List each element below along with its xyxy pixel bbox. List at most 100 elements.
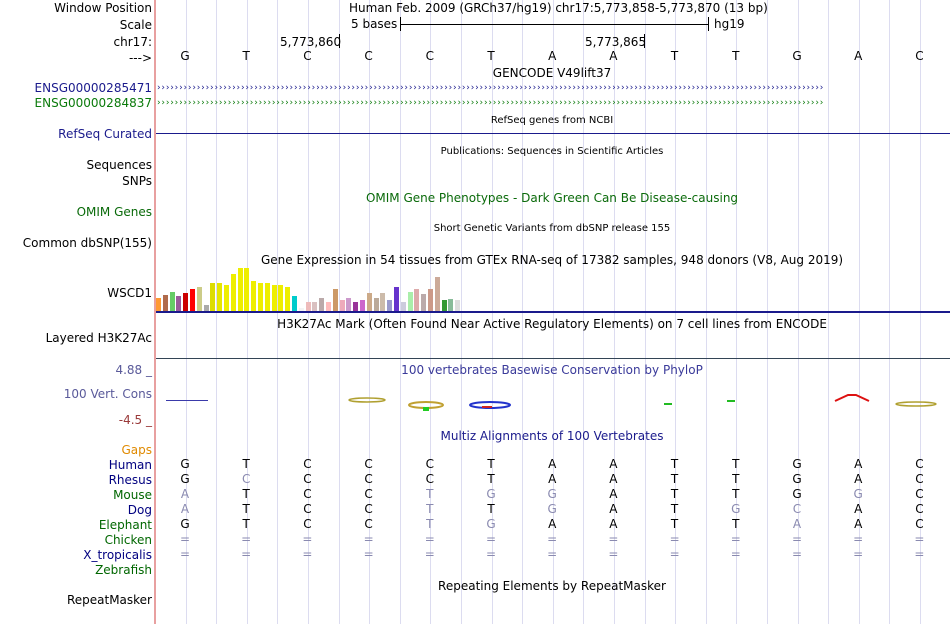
species-label[interactable]: Mouse bbox=[113, 488, 152, 502]
gtex-bar[interactable] bbox=[346, 298, 352, 311]
alignment-base: T bbox=[732, 472, 740, 486]
alignment-base: T bbox=[426, 487, 434, 501]
h3k27ac-label[interactable]: Layered H3K27Ac bbox=[45, 331, 152, 345]
gtex-bar[interactable] bbox=[428, 289, 433, 311]
alignment-base: = bbox=[485, 532, 497, 546]
gtex-bar[interactable] bbox=[414, 289, 420, 311]
gtex-bar[interactable] bbox=[373, 298, 379, 311]
gtex-bar[interactable] bbox=[183, 293, 189, 311]
alignment-base: = bbox=[424, 547, 435, 561]
gtex-bar[interactable] bbox=[387, 300, 393, 311]
gtex-bar[interactable] bbox=[421, 294, 427, 311]
snps-label[interactable]: SNPs bbox=[122, 174, 152, 188]
gene-feature-1[interactable]: ››››››››››››››››››››››››››››››››››››››››… bbox=[156, 84, 824, 92]
alignment-base: T bbox=[487, 472, 495, 486]
gtex-bar[interactable] bbox=[380, 293, 386, 311]
gtex-bar[interactable] bbox=[298, 308, 304, 311]
gtex-bar[interactable] bbox=[264, 283, 270, 311]
alignment-base: = bbox=[914, 547, 925, 561]
alignment-base: C bbox=[364, 487, 373, 501]
gtex-bar[interactable] bbox=[448, 299, 454, 311]
gtex-bar[interactable] bbox=[292, 296, 297, 311]
gtex-bar[interactable] bbox=[251, 281, 257, 311]
gtex-bar[interactable] bbox=[190, 289, 195, 311]
gtex-bar-chart[interactable] bbox=[156, 268, 536, 311]
gtex-bar[interactable] bbox=[196, 287, 202, 311]
gtex-bar[interactable] bbox=[237, 268, 243, 311]
cons-label[interactable]: 100 Vert. Cons bbox=[63, 387, 152, 401]
species-label[interactable]: Human bbox=[108, 458, 152, 472]
gtex-bar[interactable] bbox=[217, 283, 223, 311]
sequence-base: C bbox=[303, 49, 312, 63]
gtex-bar[interactable] bbox=[271, 285, 277, 311]
gtex-bar[interactable] bbox=[230, 274, 236, 311]
alignment-base: T bbox=[732, 487, 740, 501]
alignment-base: A bbox=[180, 487, 190, 501]
repeat-label[interactable]: RepeatMasker bbox=[66, 593, 152, 607]
alignment-base: T bbox=[242, 487, 250, 501]
gtex-bar[interactable] bbox=[312, 302, 318, 311]
gtex-bar[interactable] bbox=[305, 302, 311, 311]
alignment-base: = bbox=[241, 547, 252, 561]
gtex-bar[interactable] bbox=[169, 292, 175, 311]
gtex-bar[interactable] bbox=[407, 292, 413, 311]
gtex-bar[interactable] bbox=[319, 298, 325, 311]
gtex-bar[interactable] bbox=[366, 293, 372, 311]
gtex-bar[interactable] bbox=[176, 296, 182, 311]
dbsnp-label[interactable]: Common dbSNP(155) bbox=[22, 236, 152, 250]
gtex-bar[interactable] bbox=[210, 283, 216, 311]
species-label[interactable]: X_tropicalis bbox=[83, 548, 152, 562]
alignment-base: G bbox=[547, 502, 557, 516]
alignment-base: T bbox=[670, 472, 679, 486]
gtex-bar[interactable] bbox=[258, 283, 263, 311]
gtex-bar[interactable] bbox=[285, 287, 291, 311]
sequence-base: C bbox=[425, 49, 434, 63]
gtex-bar[interactable] bbox=[156, 298, 161, 311]
gtex-bar[interactable] bbox=[326, 302, 331, 311]
alignment-base: G bbox=[486, 517, 496, 531]
alignment-base: = bbox=[730, 532, 741, 546]
gtex-bar[interactable] bbox=[339, 300, 345, 311]
gaps-label[interactable]: Gaps bbox=[121, 443, 152, 457]
cons-mark bbox=[727, 400, 735, 402]
gene-feature-2[interactable]: ››››››››››››››››››››››››››››››››››››››››… bbox=[156, 99, 824, 107]
gtex-bar[interactable] bbox=[455, 300, 461, 311]
sequence-base: C bbox=[364, 49, 373, 63]
species-label[interactable]: Zebrafish bbox=[95, 563, 152, 577]
alignment-base: C bbox=[915, 517, 924, 531]
gene-label-2[interactable]: ENSG00000284837 bbox=[34, 96, 152, 110]
species-label[interactable]: Rhesus bbox=[108, 473, 152, 487]
alignment-base: T bbox=[242, 517, 250, 531]
scale-bar bbox=[400, 17, 709, 31]
species-label[interactable]: Chicken bbox=[104, 533, 152, 547]
refseq-label[interactable]: RefSeq Curated bbox=[58, 127, 152, 141]
gtex-bar[interactable] bbox=[394, 287, 399, 311]
alignment-base: C bbox=[364, 502, 373, 516]
gtex-bar[interactable] bbox=[360, 300, 365, 311]
gtex-bar[interactable] bbox=[278, 285, 284, 311]
h3k27ac-track-title: H3K27Ac Mark (Often Found Near Active Re… bbox=[277, 317, 827, 331]
gtex-label[interactable]: WSCD1 bbox=[107, 286, 152, 300]
gtex-bar[interactable] bbox=[244, 268, 250, 311]
gtex-bar[interactable] bbox=[400, 302, 406, 311]
gtex-bar[interactable] bbox=[203, 305, 209, 311]
gtex-bar[interactable] bbox=[434, 277, 440, 311]
gtex-bar[interactable] bbox=[162, 295, 168, 311]
alignment-base: C bbox=[303, 517, 312, 531]
sequences-label[interactable]: Sequences bbox=[86, 158, 152, 172]
gtex-bar[interactable] bbox=[224, 285, 229, 311]
alignment-base: A bbox=[609, 517, 618, 531]
conservation-plot[interactable] bbox=[156, 392, 950, 414]
omim-label[interactable]: OMIM Genes bbox=[76, 205, 152, 219]
alignment-base: T bbox=[242, 457, 250, 471]
gene-label-1[interactable]: ENSG00000285471 bbox=[34, 81, 152, 95]
refseq-feature[interactable] bbox=[156, 133, 950, 134]
gtex-bar[interactable] bbox=[353, 302, 359, 311]
gtex-bar[interactable] bbox=[332, 289, 338, 311]
species-label[interactable]: Dog bbox=[127, 503, 152, 517]
gtex-bar[interactable] bbox=[441, 300, 447, 311]
alignment-base: C bbox=[364, 472, 373, 486]
cons-min-label: -4.5 _ bbox=[118, 413, 152, 427]
species-label[interactable]: Elephant bbox=[98, 518, 152, 532]
